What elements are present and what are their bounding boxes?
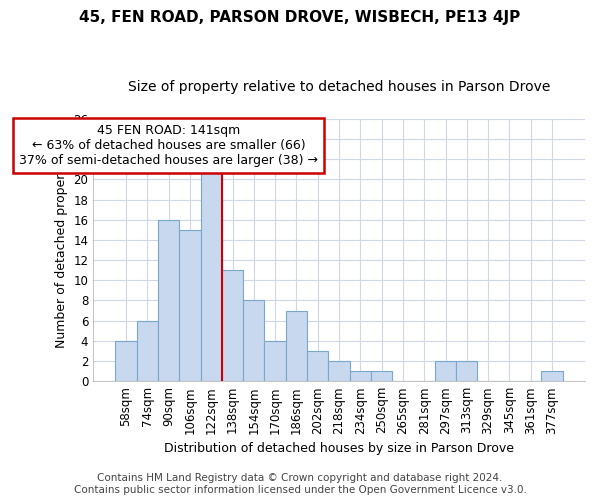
Bar xyxy=(371,371,392,381)
Bar xyxy=(158,220,179,381)
Bar xyxy=(435,361,456,381)
Y-axis label: Number of detached properties: Number of detached properties xyxy=(55,152,68,348)
Bar xyxy=(243,300,265,381)
Bar xyxy=(307,351,328,381)
Bar xyxy=(328,361,350,381)
Text: 45, FEN ROAD, PARSON DROVE, WISBECH, PE13 4JP: 45, FEN ROAD, PARSON DROVE, WISBECH, PE1… xyxy=(79,10,521,25)
Bar xyxy=(456,361,478,381)
Bar xyxy=(200,159,222,381)
Bar xyxy=(541,371,563,381)
Bar xyxy=(115,341,137,381)
Bar xyxy=(265,341,286,381)
Text: 45 FEN ROAD: 141sqm
← 63% of detached houses are smaller (66)
37% of semi-detach: 45 FEN ROAD: 141sqm ← 63% of detached ho… xyxy=(19,124,318,167)
Title: Size of property relative to detached houses in Parson Drove: Size of property relative to detached ho… xyxy=(128,80,550,94)
Bar xyxy=(179,230,200,381)
Bar xyxy=(350,371,371,381)
Bar xyxy=(286,310,307,381)
X-axis label: Distribution of detached houses by size in Parson Drove: Distribution of detached houses by size … xyxy=(164,442,514,455)
Bar xyxy=(137,320,158,381)
Bar xyxy=(222,270,243,381)
Text: Contains HM Land Registry data © Crown copyright and database right 2024.
Contai: Contains HM Land Registry data © Crown c… xyxy=(74,474,526,495)
